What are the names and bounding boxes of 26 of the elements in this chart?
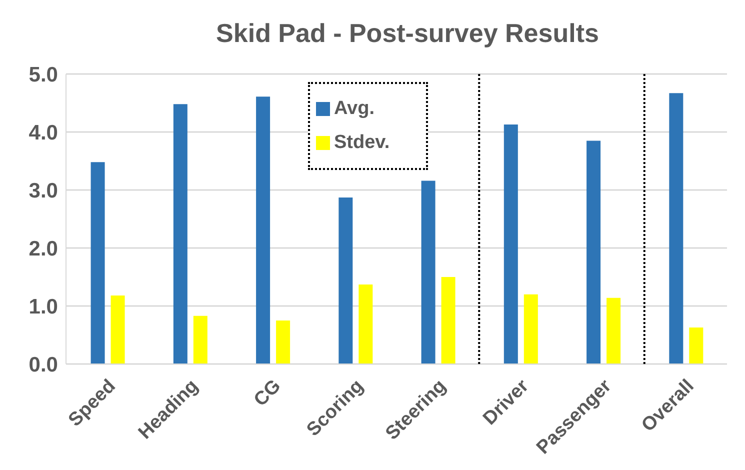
bar [689,327,704,364]
y-tick-label: 1.0 [28,295,58,318]
bar [504,124,518,364]
legend-label: Avg. [334,98,374,119]
bar [110,296,125,364]
bar [586,140,601,364]
y-tick-label: 2.0 [28,237,58,260]
bar [276,320,290,364]
y-tick-label: 5.0 [28,63,58,86]
bar [358,284,373,364]
y-tick-label: 0.0 [28,353,58,376]
bar [524,294,538,364]
bar [441,277,456,364]
y-tick-label: 4.0 [28,121,58,144]
x-tick-label: CG [250,376,286,411]
bar [173,104,188,364]
y-tick-label: 3.0 [28,179,58,202]
bar [256,96,270,364]
bar [421,180,436,364]
legend-label: Stdev. [334,132,390,153]
bar [90,162,105,364]
bar [193,316,208,364]
chart-title: Skid Pad - Post-survey Results [215,17,600,50]
bar [606,298,621,364]
bar [669,93,684,364]
bar [338,198,353,364]
